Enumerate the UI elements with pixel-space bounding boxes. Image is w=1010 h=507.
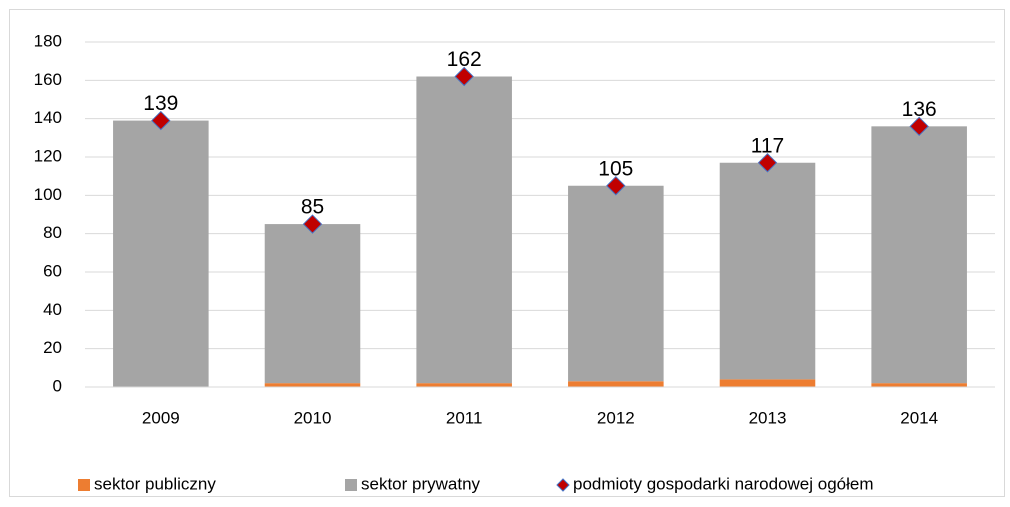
bar-segment [719,162,816,380]
y-tick-label: 180 [34,31,62,50]
bar-segment [871,126,967,384]
x-tick-label: 2009 [142,408,180,427]
x-tick-label: 2012 [597,408,635,427]
bar-segment [416,76,512,384]
data-label: 117 [751,134,784,157]
total-marker [151,110,171,131]
total-marker [909,116,929,137]
y-tick-label: 80 [43,223,62,242]
bar-segment [871,383,967,387]
y-tick-label: 0 [53,376,62,395]
y-tick-label: 140 [34,108,62,127]
total-marker [302,214,323,234]
bar-segment [113,120,209,387]
y-tick-label: 160 [34,70,62,89]
legend-swatch [556,478,570,492]
total-marker [454,66,474,87]
total-marker [757,153,778,173]
x-tick-label: 2014 [900,408,938,427]
legend-swatch [345,479,357,491]
legend-label: podmioty gospodarki narodowej ogółem [573,474,874,493]
bar-segment [264,224,361,384]
y-tick-label: 40 [43,300,62,319]
bar-segment [719,379,816,387]
data-label: 139 [143,92,178,115]
data-label: 85 [301,196,324,219]
legend-swatch [78,479,90,491]
data-label: 105 [598,157,633,180]
y-tick-label: 100 [34,185,62,204]
x-tick-label: 2011 [446,408,483,427]
bar-segment [568,381,664,387]
x-tick-label: 2010 [294,408,332,427]
y-tick-label: 20 [43,338,62,357]
legend-label: sektor publiczny [94,474,216,493]
bar-segment [264,383,361,387]
y-tick-label: 60 [43,261,62,280]
y-tick-label: 120 [34,146,62,165]
bar-segment [568,185,664,382]
x-tick-label: 2013 [749,408,787,427]
total-marker [606,176,626,196]
bar-segment [416,383,512,387]
data-label: 136 [902,98,937,121]
data-label: 162 [447,48,482,71]
legend-label: sektor prywatny [361,474,481,493]
